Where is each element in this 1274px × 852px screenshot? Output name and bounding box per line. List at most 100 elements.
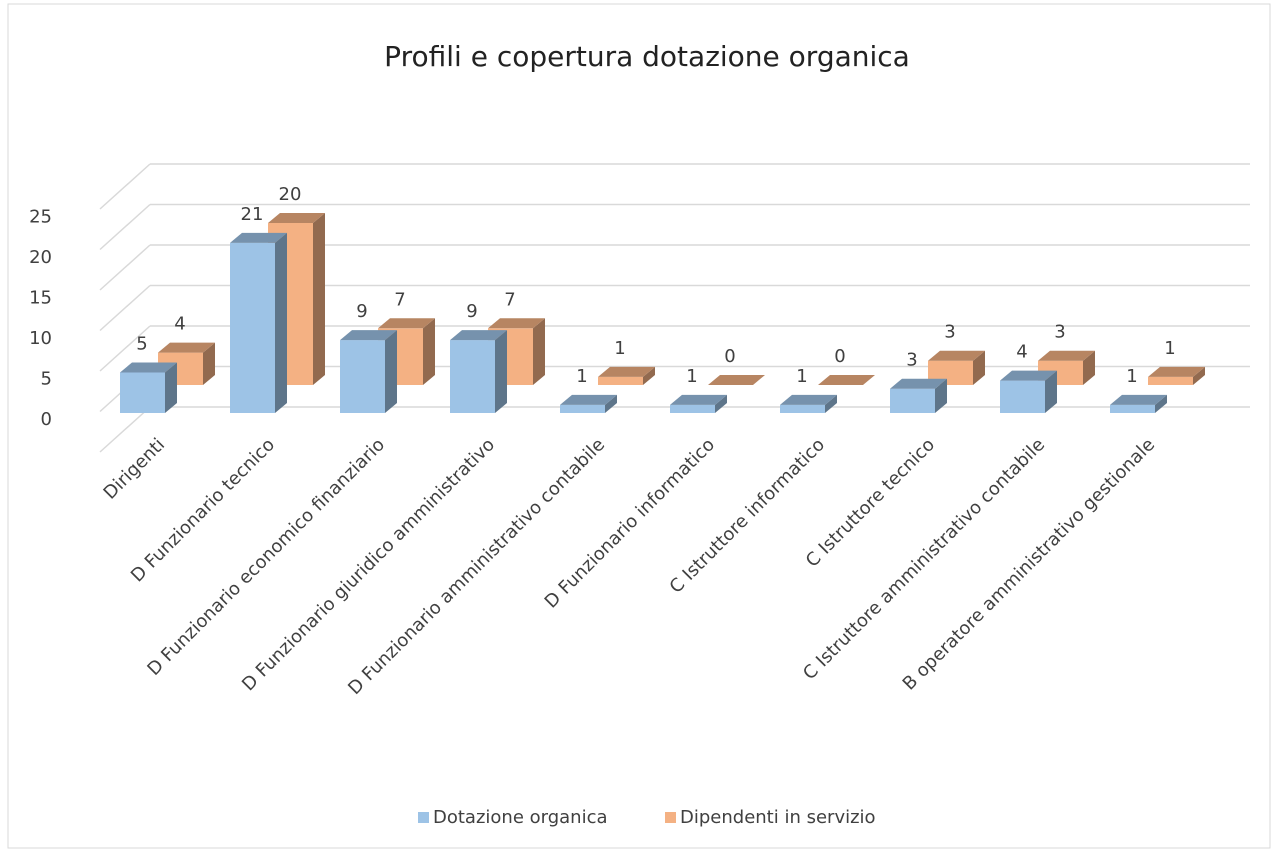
data-label: 9 — [356, 301, 367, 322]
bar-side — [1045, 370, 1057, 413]
bar-top — [560, 394, 617, 405]
bar-side — [495, 330, 507, 413]
bar-top — [120, 362, 177, 373]
data-label: 1 — [796, 366, 807, 387]
y-tick-label: 10 — [29, 328, 52, 349]
grid-line — [99, 244, 151, 291]
data-label: 0 — [834, 346, 845, 367]
bar-top — [158, 342, 215, 353]
bar-top — [928, 350, 985, 361]
data-label: 4 — [174, 314, 185, 335]
data-label: 4 — [1016, 342, 1027, 363]
bar-top — [450, 330, 507, 341]
bar-side — [973, 350, 985, 385]
bar-front — [890, 388, 935, 413]
legend-swatch — [418, 812, 429, 823]
bar-side — [1083, 350, 1095, 385]
bar-front — [670, 404, 715, 413]
y-tick-label: 5 — [41, 369, 52, 390]
bar-side — [203, 342, 215, 385]
bar-front — [230, 242, 275, 413]
bar — [780, 394, 837, 413]
data-label: 1 — [686, 366, 697, 387]
data-label: 1 — [1164, 338, 1175, 359]
bar — [1110, 394, 1167, 413]
y-tick-label: 15 — [29, 288, 52, 309]
data-label: 5 — [136, 334, 147, 355]
bar-top — [1148, 366, 1205, 377]
legend-swatch — [665, 812, 676, 823]
bar-top — [598, 366, 655, 377]
bar-top — [340, 330, 397, 341]
bar-side — [385, 330, 397, 413]
bar-side — [275, 232, 287, 413]
bar — [708, 375, 765, 385]
bar-side — [1193, 366, 1205, 385]
data-label: 3 — [1054, 322, 1065, 343]
bar — [340, 330, 397, 413]
bar-front — [1000, 380, 1045, 413]
bar-top — [780, 394, 837, 405]
data-label: 0 — [724, 346, 735, 367]
data-label: 3 — [944, 322, 955, 343]
bar-top — [230, 232, 287, 243]
bar-top — [488, 318, 545, 329]
chart-frame — [7, 3, 1271, 849]
legend-label: Dotazione organica — [433, 807, 608, 828]
bar-side — [715, 394, 727, 413]
y-tick-label: 20 — [29, 247, 52, 268]
bar — [818, 375, 875, 385]
bar-side — [533, 318, 545, 385]
grid-line — [99, 406, 151, 453]
bar-front — [120, 372, 165, 413]
bar-top — [1038, 350, 1095, 361]
bar-top — [708, 375, 765, 385]
y-tick-label: 0 — [41, 409, 52, 430]
bar-top — [1110, 394, 1167, 405]
bar-front — [560, 404, 605, 413]
data-label: 21 — [241, 204, 264, 225]
bar-front — [1110, 404, 1155, 413]
data-label: 7 — [394, 289, 405, 310]
bar — [1000, 370, 1057, 413]
data-label: 3 — [906, 350, 917, 371]
bar-side — [423, 318, 435, 385]
data-label: 20 — [279, 184, 302, 205]
wall-edge — [99, 163, 151, 210]
grid-line — [99, 203, 151, 251]
data-label: 1 — [576, 366, 587, 387]
bar-top — [1000, 370, 1057, 381]
bar — [560, 394, 617, 413]
bar-top — [378, 318, 435, 329]
bar-top — [818, 375, 875, 385]
bar-side — [313, 213, 325, 385]
bar — [230, 232, 287, 413]
bar-side — [935, 378, 947, 413]
bar-side — [825, 394, 837, 413]
bar-front — [598, 376, 643, 385]
bar-front — [780, 404, 825, 413]
bar-side — [165, 362, 177, 413]
bar-front — [450, 340, 495, 413]
bar — [120, 362, 177, 413]
bar-top — [890, 378, 947, 389]
data-label: 1 — [614, 338, 625, 359]
grid-line — [99, 325, 151, 372]
data-label: 1 — [1126, 366, 1137, 387]
bar-side — [605, 394, 617, 413]
data-label: 9 — [466, 301, 477, 322]
chart-title: Profili e copertura dotazione organica — [384, 40, 910, 73]
bar — [670, 394, 727, 413]
legend-label: Dipendenti in servizio — [680, 807, 876, 828]
bar — [890, 378, 947, 413]
grid-line — [99, 284, 151, 332]
bar-top — [268, 213, 325, 223]
y-tick-label: 25 — [29, 207, 52, 228]
bar — [1148, 366, 1205, 385]
bar-front — [340, 340, 385, 413]
bar-side — [1155, 394, 1167, 413]
bar-top — [670, 394, 727, 405]
bar — [450, 330, 507, 413]
bar-side — [643, 366, 655, 385]
